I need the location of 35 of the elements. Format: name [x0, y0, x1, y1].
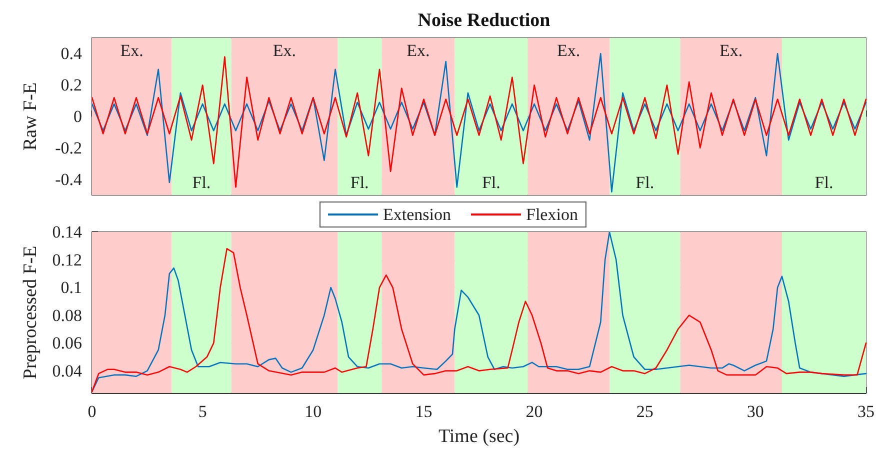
- y-tick-label: 0.1: [60, 278, 82, 298]
- y-axis-title: Raw F-E: [20, 82, 41, 151]
- x-tick-label: 0: [88, 402, 96, 421]
- y-axis-title: Preprocessed F-E: [20, 246, 41, 380]
- x-tick-label: 25: [636, 402, 654, 421]
- band-label: Ex.: [272, 41, 296, 60]
- x-tick-label: 20: [526, 402, 543, 421]
- x-axis-title: Time (sec): [438, 426, 520, 447]
- band-label: Ex.: [556, 41, 580, 60]
- band-label: Fl.: [350, 173, 369, 192]
- legend-label: Flexion: [526, 205, 578, 224]
- band-label: Fl.: [482, 173, 500, 192]
- x-tick-label: 15: [415, 402, 432, 421]
- band-label: Ex.: [720, 41, 743, 60]
- y-tick-label: 0: [74, 107, 82, 126]
- y-tick-label: -0.4: [55, 170, 82, 189]
- x-tick-label: 35: [858, 402, 874, 421]
- chart-title: Noise Reduction: [418, 10, 551, 31]
- band-label: Ex.: [406, 41, 430, 60]
- band-label: Fl.: [192, 173, 211, 192]
- y-tick-label: 0.12: [52, 250, 82, 270]
- x-tick-label: 5: [198, 402, 207, 421]
- band-label: Fl.: [636, 173, 654, 192]
- y-tick-label: -0.2: [55, 138, 82, 158]
- y-tick-label: 0.04: [52, 361, 82, 380]
- x-tick-label: 10: [304, 402, 322, 421]
- x-tick-label: 30: [746, 402, 764, 421]
- y-tick-label: 0.2: [60, 76, 82, 95]
- band-label: Fl.: [814, 173, 834, 192]
- y-tick-label: 0.4: [60, 44, 82, 64]
- band-label: Ex.: [120, 41, 144, 60]
- y-tick-label: 0.06: [52, 334, 82, 353]
- y-tick-label: 0.08: [52, 306, 82, 325]
- y-tick-label: 0.14: [52, 222, 82, 242]
- legend-label: Extension: [383, 205, 452, 224]
